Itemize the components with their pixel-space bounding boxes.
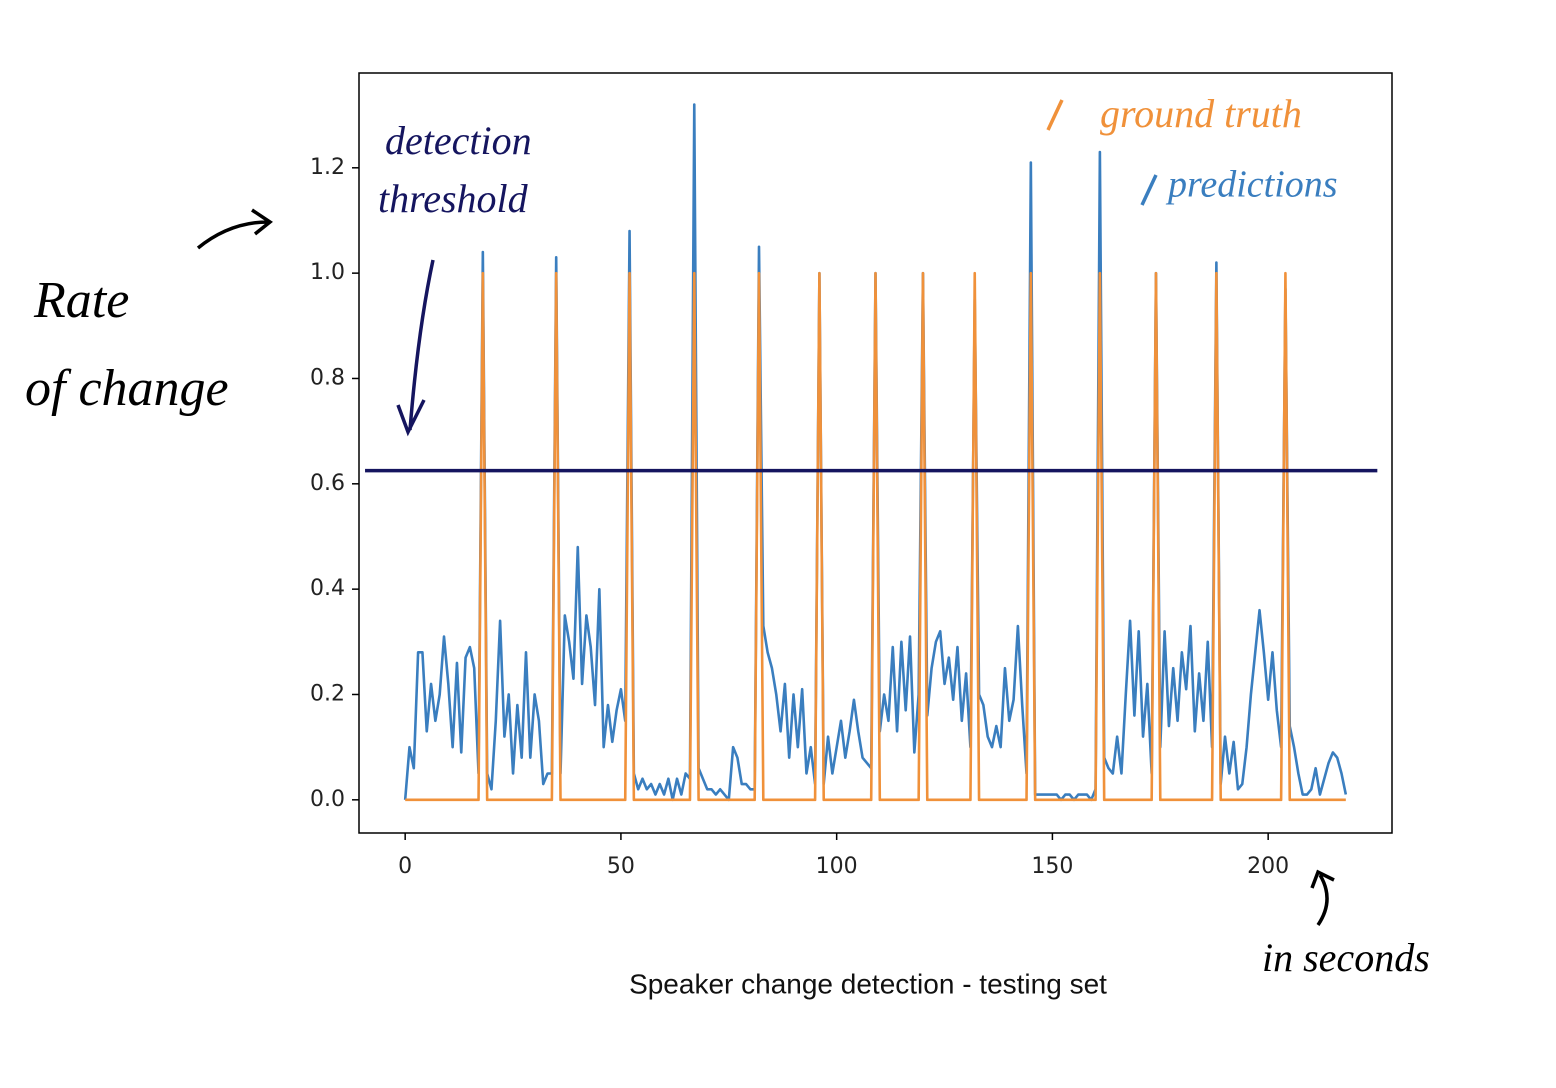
x-tick-label: 0 <box>398 854 412 879</box>
y-tick-label: 0.0 <box>310 787 345 812</box>
legend-entry: ground truth <box>1100 91 1302 136</box>
legend-swatch <box>1140 174 1158 206</box>
x-unit-arrow <box>1310 869 1335 926</box>
threshold-arrow <box>396 259 435 437</box>
y-tick-label: 1.0 <box>310 260 345 285</box>
x-unit-label: in seconds <box>1262 935 1430 980</box>
plot-frame <box>358 72 1393 834</box>
y-tick-label: 0.4 <box>310 576 345 601</box>
y-tick-label: 1.2 <box>310 155 345 180</box>
x-tick-label: 100 <box>816 854 858 879</box>
threshold-label: threshold <box>378 176 529 221</box>
threshold-label: detection <box>385 118 532 163</box>
x-tick-label: 200 <box>1247 854 1289 879</box>
y-tick-label: 0.2 <box>310 681 345 706</box>
series-line <box>403 103 1348 802</box>
y-tick-label: 0.8 <box>310 365 345 390</box>
x-tick-label: 50 <box>607 854 635 879</box>
legend-entry: predictions <box>1165 164 1338 206</box>
x-tick-label: 150 <box>1031 854 1073 879</box>
series-line <box>405 271 1346 802</box>
y-axis-label: Rate <box>33 272 129 329</box>
y-axis-label: of change <box>25 360 229 417</box>
legend-swatch <box>1046 99 1064 131</box>
y-tick-label: 0.6 <box>310 471 345 496</box>
chart-title: Speaker change detection - testing set <box>629 968 1107 999</box>
y-axis-arrow <box>196 208 273 250</box>
